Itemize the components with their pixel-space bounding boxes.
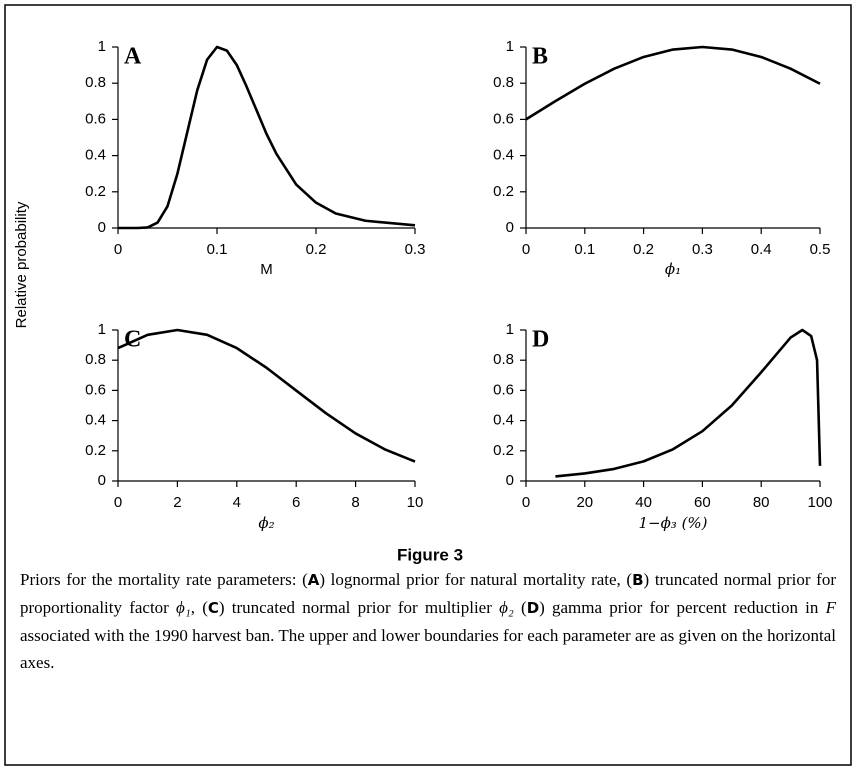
x-axis-label: ϕ₂	[258, 514, 274, 532]
y-tick-label: 0.6	[493, 110, 514, 127]
caption-text: ) truncated normal prior for proportiona…	[20, 570, 836, 617]
line	[117, 328, 416, 463]
caption-text: Priors for the mortality rate parameters…	[20, 570, 308, 589]
x-tick-label: 0.5	[810, 241, 831, 258]
caption-text: associated with the 1990 harvest ban. Th…	[20, 626, 836, 672]
x-tick-label: 0.3	[692, 241, 713, 258]
y-tick-label: 0.6	[85, 381, 106, 398]
y-axis-label: Relative probability	[13, 201, 30, 328]
y-tick-label: 0.8	[85, 351, 106, 368]
panel-label: A	[124, 44, 142, 70]
y-tick-label: 0.4	[493, 147, 514, 164]
x-tick-label: 0	[114, 494, 122, 511]
y-tick-label: 0.6	[493, 381, 514, 398]
y-tick-label: 0.2	[85, 183, 106, 200]
panel-label: D	[532, 327, 549, 353]
caption-text: ϕ₁	[176, 598, 191, 617]
y-tick-label: 0.8	[493, 74, 514, 91]
caption-text: ) gamma prior for percent reduction in	[539, 598, 826, 617]
x-tick-label: 0.2	[633, 241, 654, 258]
line	[555, 328, 822, 478]
y-tick-label: 0.4	[85, 147, 106, 164]
y-tick-label: 0.8	[493, 351, 514, 368]
x-tick-label: 6	[292, 494, 300, 511]
caption-text: F	[825, 598, 836, 617]
x-tick-label: 20	[576, 494, 593, 511]
y-tick-label: 0.2	[493, 442, 514, 459]
line	[525, 45, 821, 121]
x-tick-label: 10	[407, 494, 424, 511]
caption-text: (	[513, 598, 527, 617]
x-tick-label: 60	[694, 494, 711, 511]
x-tick-label: 0.1	[574, 241, 595, 258]
caption-text: C	[207, 599, 219, 617]
y-tick-label: 0.6	[85, 110, 106, 127]
x-tick-label: 80	[753, 494, 770, 511]
y-tick-label: 0.2	[493, 183, 514, 200]
caption-text: , (	[190, 598, 208, 617]
panel-label: C	[124, 327, 141, 353]
x-tick-label: 0.2	[306, 241, 327, 258]
y-tick-label: 0	[98, 472, 106, 489]
x-axis-label: ϕ₁	[665, 260, 681, 278]
caption-text: B	[632, 571, 644, 589]
y-tick-label: 0.8	[85, 74, 106, 91]
x-tick-label: 100	[807, 494, 832, 511]
x-tick-label: 4	[233, 494, 241, 511]
x-tick-label: 0	[114, 241, 122, 258]
caption-text: ) lognormal prior for natural mortality …	[319, 570, 633, 589]
x-tick-label: 0	[522, 494, 530, 511]
caption: Priors for the mortality rate parameters…	[20, 566, 836, 676]
y-tick-label: 0.4	[493, 412, 514, 429]
x-axis-label: 1−ϕ₃ (%)	[638, 514, 707, 532]
caption-text: ) truncated normal prior for multiplier	[218, 598, 500, 617]
x-tick-label: 40	[635, 494, 652, 511]
x-tick-label: 8	[351, 494, 359, 511]
caption-text: ϕ₂	[499, 598, 514, 617]
line	[118, 45, 416, 230]
x-tick-label: 0.4	[751, 241, 772, 258]
y-tick-label: 0	[506, 219, 514, 236]
y-tick-label: 0.2	[85, 442, 106, 459]
y-tick-label: 1	[98, 38, 106, 55]
x-tick-label: 0	[522, 241, 530, 258]
x-axis-label: M	[260, 261, 273, 278]
y-tick-label: 0	[506, 472, 514, 489]
y-tick-label: 1	[98, 321, 106, 338]
y-tick-label: 0.4	[85, 412, 106, 429]
y-tick-label: 1	[506, 38, 514, 55]
frame	[4, 4, 852, 766]
y-tick-label: 1	[506, 321, 514, 338]
x-tick-label: 2	[173, 494, 181, 511]
figure-label: Figure 3	[397, 545, 463, 564]
x-tick-label: 0.3	[405, 241, 426, 258]
y-tick-label: 0	[98, 219, 106, 236]
panel-label: B	[532, 44, 548, 70]
caption-text: A	[307, 571, 320, 589]
caption-text: D	[526, 599, 540, 617]
x-tick-label: 0.1	[207, 241, 228, 258]
